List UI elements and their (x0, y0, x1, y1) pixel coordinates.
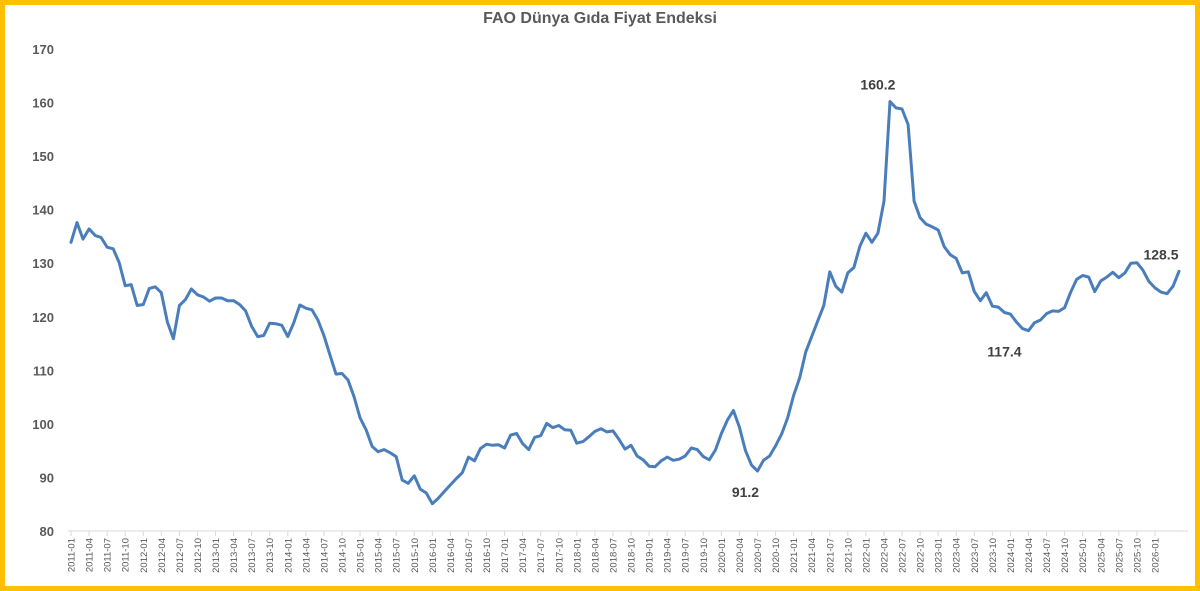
x-tick-label: 2013-04 (229, 538, 240, 573)
y-tick-label: 170 (32, 42, 54, 57)
x-tick-label: 2017-01 (500, 538, 511, 573)
x-tick-label: 2020-04 (735, 538, 746, 573)
x-tick-label: 2015-04 (374, 538, 385, 573)
data-label: 160.2 (860, 76, 895, 92)
x-tick-label: 2019-07 (681, 538, 692, 573)
x-tick-label: 2013-01 (211, 538, 222, 573)
x-tick-label: 2018-10 (627, 538, 638, 573)
x-tick-label: 2013-10 (265, 538, 276, 573)
x-tick-label: 2018-07 (608, 538, 619, 573)
x-tick-label: 2024-01 (1006, 538, 1017, 573)
data-label: 91.2 (732, 484, 759, 500)
x-tick-label: 2011-04 (85, 538, 96, 572)
x-tick-label: 2012-10 (193, 538, 204, 573)
x-tick-label: 2013-07 (247, 538, 258, 573)
y-tick-label: 120 (32, 310, 54, 325)
x-tick-label: 2016-07 (464, 538, 475, 573)
x-tick-label: 2022-10 (916, 538, 927, 573)
x-tick-label: 2015-01 (356, 538, 367, 573)
y-tick-label: 110 (33, 363, 54, 378)
x-tick-label: 2018-01 (572, 538, 583, 573)
x-tick-label: 2011-07 (103, 538, 114, 572)
y-tick-label: 160 (32, 96, 54, 111)
x-tick-label: 2016-10 (482, 538, 493, 573)
x-axis: 2011-01 2011-04 2011-07 2011-10 2012-01 2012-… (67, 530, 1189, 573)
x-tick-label: 2021-10 (843, 538, 854, 573)
x-tick-label: 2023-04 (952, 538, 963, 573)
x-tick-label: 2024-10 (1060, 538, 1071, 573)
data-label: 128.5 (1143, 246, 1178, 262)
x-tick-label: 2019-01 (645, 538, 656, 573)
y-tick-label: 90 (40, 470, 54, 485)
x-tick-label: 2023-01 (934, 538, 945, 573)
x-tick-label: 2011-01 (67, 538, 78, 572)
y-axis: 80 90 100 110 120 130 140 150 160 170 (32, 42, 54, 539)
y-tick-label: 140 (32, 203, 54, 218)
x-tick-label: 2016-04 (446, 538, 457, 573)
x-tick-label: 2014-10 (337, 538, 348, 573)
x-tick-label: 2024-04 (1024, 538, 1035, 573)
x-tick-label: 2024-07 (1042, 538, 1053, 573)
series-group (69, 100, 1181, 506)
x-tick-label: 2016-01 (428, 538, 439, 573)
x-tick-label: 2021-07 (825, 538, 836, 573)
x-tick-label: 2022-07 (898, 538, 909, 573)
x-tick-label: 2021-01 (789, 538, 800, 573)
x-tick-label: 2020-01 (717, 538, 728, 573)
x-tick-label: 2022-04 (879, 538, 890, 573)
x-tick-label: 2023-07 (970, 538, 981, 573)
annotations: 160.2 91.2 117.4 128.5 (732, 76, 1179, 500)
x-tick-label: 2012-07 (175, 538, 186, 573)
x-tick-label: 2012-04 (157, 538, 168, 573)
x-tick-label: 2017-07 (536, 538, 547, 573)
y-tick-label: 100 (32, 417, 54, 432)
x-tick-label: 2020-07 (753, 538, 764, 573)
x-tick-label: 2026-01 (1150, 538, 1161, 573)
x-tick-label: 2015-10 (410, 538, 421, 573)
x-tick-label: 2014-01 (283, 538, 294, 573)
x-tick-label: 2017-10 (554, 538, 565, 573)
x-tick-label: 2021-04 (807, 538, 818, 573)
y-tick-label: 80 (40, 524, 54, 539)
x-tick-label: 2014-04 (301, 538, 312, 573)
x-tick-label: 2018-04 (590, 538, 601, 573)
x-tick-label: 2023-10 (988, 538, 999, 573)
x-tick-label: 2025-04 (1096, 538, 1107, 573)
x-tick-label: 2019-10 (699, 538, 710, 573)
x-tick-label: 2025-01 (1078, 538, 1089, 573)
x-tick-label: 2020-10 (771, 538, 782, 573)
x-tick-label: 2014-07 (319, 538, 330, 573)
x-tick-label: 2015-07 (392, 538, 403, 573)
x-tick-label: 2017-04 (518, 538, 529, 573)
x-tick-label: 2012-01 (139, 538, 150, 573)
x-tick-label: 2025-10 (1132, 538, 1143, 573)
y-tick-label: 130 (32, 256, 54, 271)
chart-title: FAO Dünya Gıda Fiyat Endeksi (483, 10, 717, 27)
x-tick-label: 2025-07 (1114, 538, 1125, 573)
x-tick-label: 2011-10 (121, 538, 132, 572)
series-line (69, 100, 1181, 506)
x-tick-label: 2022-01 (861, 538, 872, 573)
x-tick-label: 2019-04 (663, 538, 674, 573)
y-tick-label: 150 (32, 149, 54, 164)
data-label: 117.4 (987, 344, 1021, 360)
